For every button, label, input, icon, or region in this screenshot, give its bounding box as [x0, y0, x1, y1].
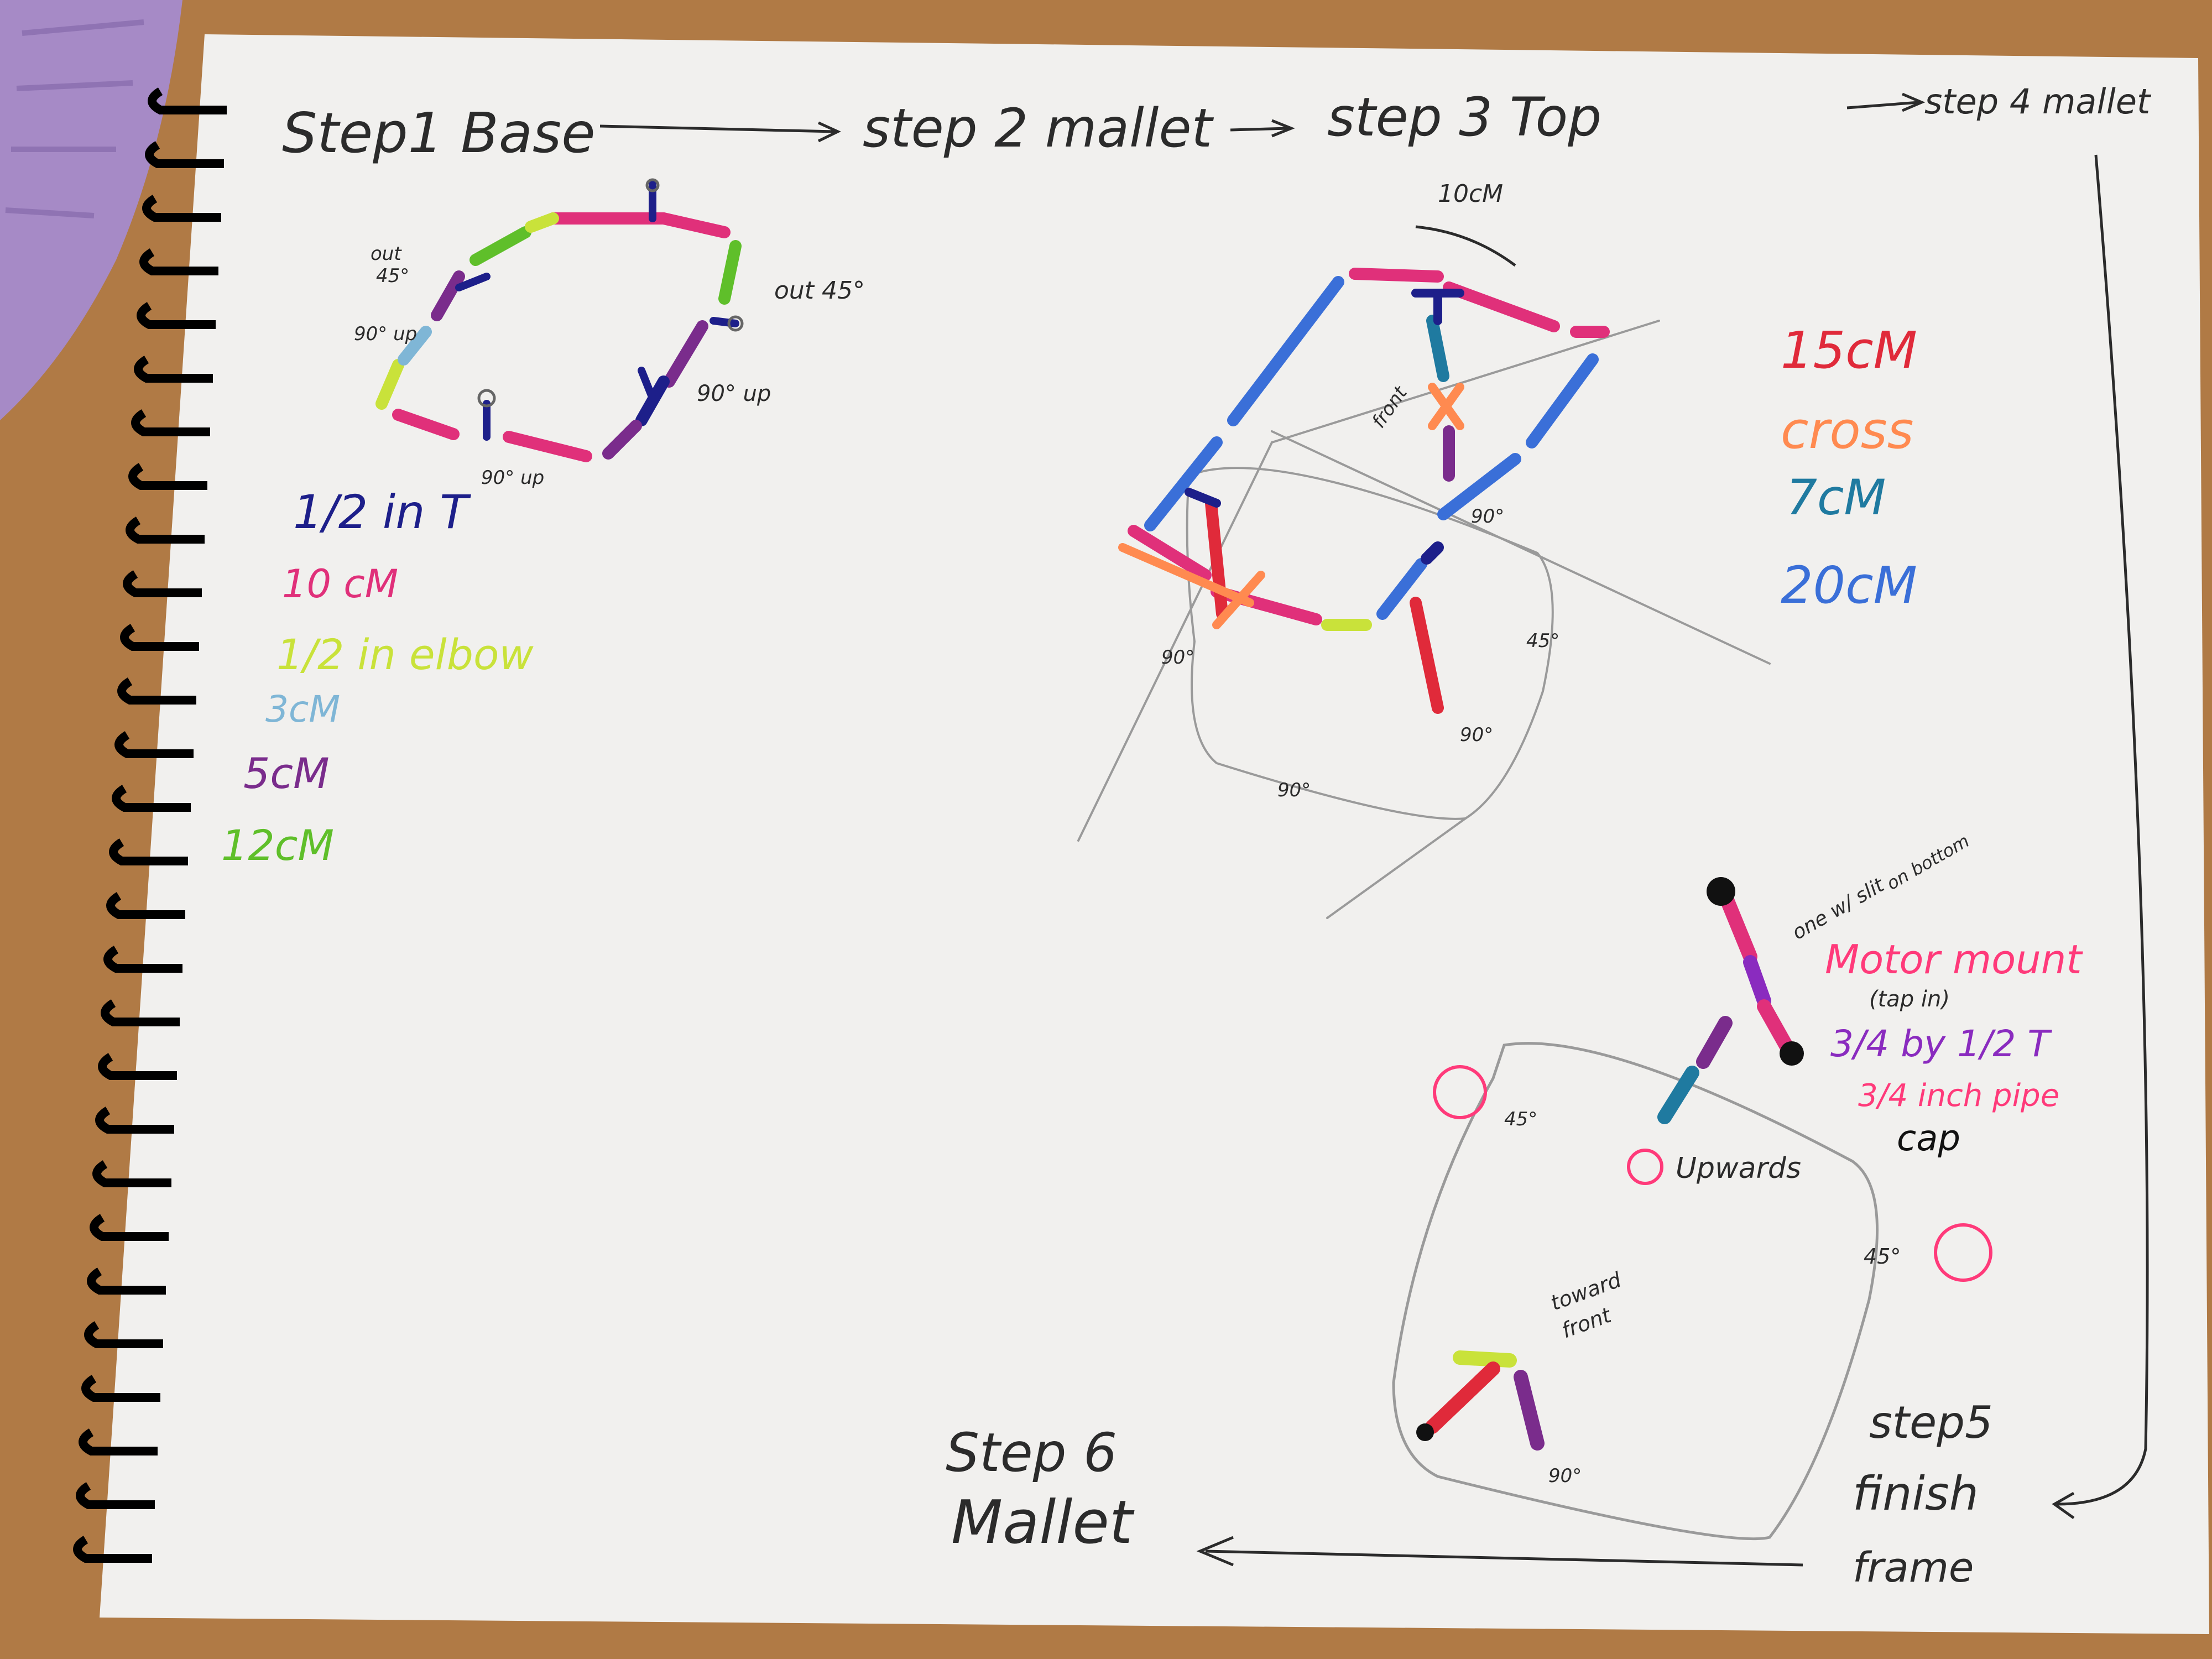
- binding-ring: [81, 1375, 160, 1402]
- top-note-45: 45°: [1526, 630, 1559, 652]
- binding-ring: [123, 570, 202, 597]
- step2-title: step 2 mallet: [863, 97, 1214, 159]
- binding-ring: [148, 87, 227, 114]
- step5-title-line1: step5: [1869, 1397, 1993, 1448]
- binding-ring: [145, 141, 224, 168]
- legend-twenty-cm: 20cM: [1781, 556, 1917, 615]
- bag-texture: [5, 19, 144, 218]
- finish-note-90: 90°: [1548, 1465, 1582, 1487]
- finish-note-upwards: Upwards: [1676, 1152, 1801, 1185]
- binding-ring: [106, 892, 185, 919]
- legend-seven-cm: 7cM: [1786, 469, 1886, 526]
- binding-ring: [134, 356, 213, 383]
- finish-note-motor-mount: Motor mount: [1825, 936, 2083, 983]
- arrow-step4-to-step5: [2057, 154, 2149, 1506]
- binding-ring: [128, 463, 207, 490]
- arrow-step1-to-step2: [599, 121, 841, 143]
- finish-note-tap-in: (tap in): [1869, 987, 1950, 1012]
- top-note-90-left: 90°: [1161, 646, 1194, 669]
- binding-ring: [95, 1107, 174, 1134]
- legend-five-cm: 5cM: [243, 749, 330, 798]
- binding-ring: [76, 1482, 155, 1509]
- top-note-90-mid: 90°: [1471, 505, 1504, 528]
- finish-note-pipe-label: 3/4 inch pipe: [1858, 1078, 2059, 1114]
- step1-title: Step1 Base: [282, 101, 596, 165]
- binding-ring: [139, 248, 218, 275]
- step6-title-line1: Step 6: [946, 1422, 1117, 1484]
- base-note-90up-bottom: 90° up: [481, 467, 544, 489]
- binding-ring: [114, 731, 194, 758]
- binding-ring: [90, 1214, 169, 1241]
- finish-note-45-right: 45°: [1864, 1244, 1901, 1269]
- base-frame-drawing: [375, 178, 744, 462]
- arrow-step5-to-step6: [1205, 1550, 1803, 1567]
- binding-ring: [87, 1267, 166, 1295]
- top-note-10cm: 10cM: [1438, 180, 1503, 208]
- binding-ring: [103, 946, 182, 973]
- step5-title-line2: finish: [1853, 1467, 1979, 1521]
- top-note-90-right: 90°: [1460, 724, 1493, 746]
- legend-cross: cross: [1781, 401, 1914, 460]
- binding-ring: [137, 302, 216, 329]
- base-note-90up-left: 90° up: [354, 323, 417, 345]
- top-note-10cm-bracket: [1415, 225, 1516, 267]
- finish-note-t-label: 3/4 by 1/2 T: [1830, 1022, 2052, 1065]
- binding-ring: [142, 195, 221, 222]
- base-note-out45-right: out 45°: [774, 276, 865, 305]
- finish-note-45-left: 45°: [1504, 1108, 1537, 1130]
- sketch-paper: [100, 34, 2209, 1634]
- spiral-binding: [73, 87, 227, 1563]
- binding-ring: [131, 409, 210, 436]
- step-arrows: [599, 92, 2149, 1567]
- legend-three-cm: 3cM: [265, 688, 340, 731]
- step4-title: step 4 mallet: [1924, 81, 2152, 122]
- step3-title: step 3 Top: [1327, 86, 1601, 148]
- base-note-90up-right: 90° up: [697, 381, 771, 406]
- arrow-step2-to-step3: [1230, 119, 1295, 138]
- legend-fifteen-cm: 15cM: [1781, 321, 1917, 380]
- legend-twelve-cm: 12cM: [221, 821, 334, 870]
- binding-ring: [126, 517, 205, 544]
- top-frame-drawing: [1077, 268, 1771, 919]
- top-note-90-bottom: 90°: [1277, 779, 1311, 801]
- base-note-out45-left-1: out: [371, 243, 402, 265]
- binding-ring: [92, 1160, 171, 1187]
- finish-frame-drawing: [1392, 877, 1992, 1541]
- binding-ring: [109, 838, 188, 865]
- binding-ring: [79, 1428, 158, 1455]
- step6-title-line2: Mallet: [951, 1488, 1135, 1557]
- binding-ring: [112, 785, 191, 812]
- step5-title-line3: frame: [1853, 1544, 1974, 1592]
- binding-ring: [98, 1053, 177, 1080]
- finish-note-cap-label: cap: [1897, 1118, 1960, 1159]
- purple-bag: [0, 0, 182, 420]
- binding-ring: [117, 677, 196, 705]
- legend-ten-cm: 10 cM: [282, 561, 398, 607]
- base-note-out45-left-2: 45°: [376, 265, 409, 287]
- binding-ring: [120, 624, 199, 651]
- binding-ring: [73, 1536, 152, 1563]
- legend-half-in-t: 1/2 in T: [293, 485, 471, 539]
- arrow-step3-to-step4: [1846, 92, 1926, 112]
- binding-ring: [84, 1321, 163, 1348]
- legend-half-in-elbow: 1/2 in elbow: [276, 630, 534, 679]
- binding-ring: [101, 999, 180, 1026]
